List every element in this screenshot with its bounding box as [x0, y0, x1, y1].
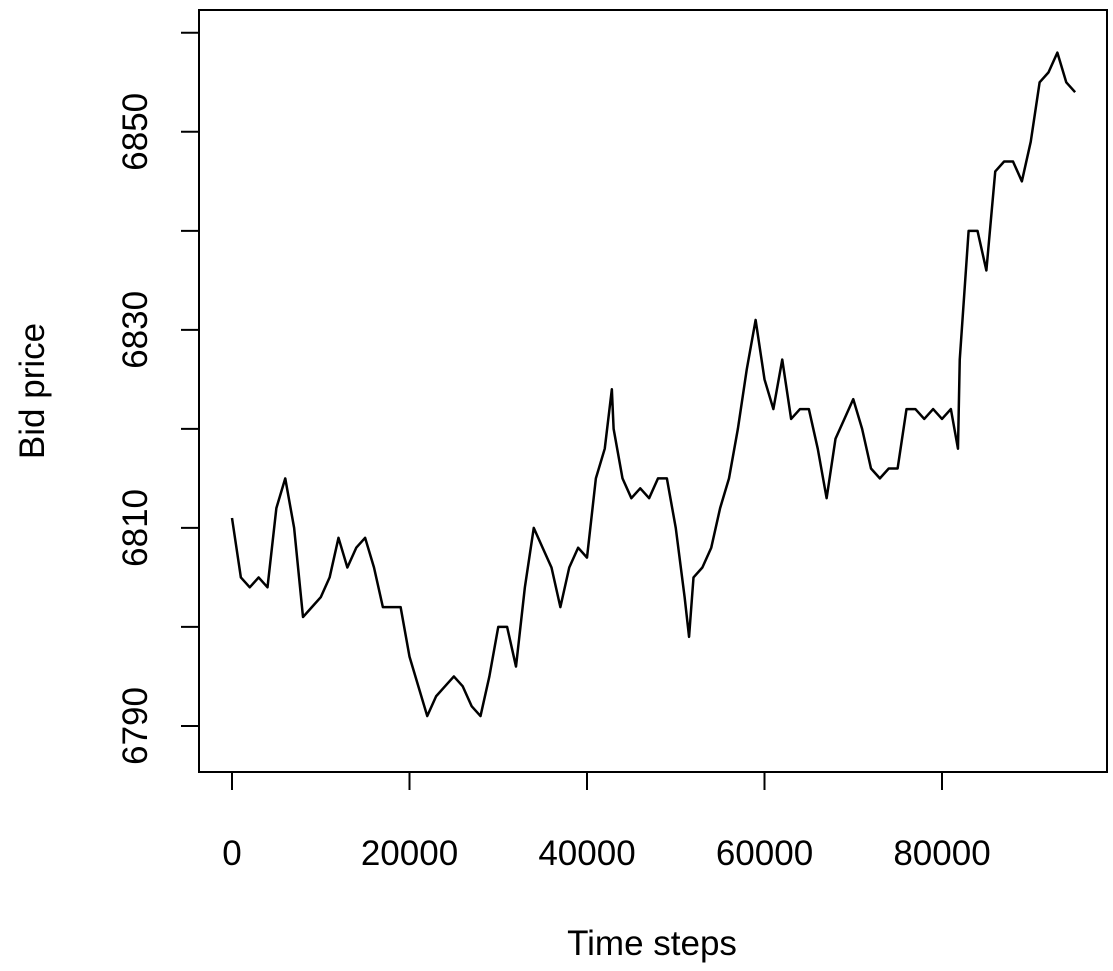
- price-line: [230, 51, 1077, 718]
- x-tick-label: 80000: [893, 834, 990, 873]
- y-tick-label: 6830: [116, 291, 155, 369]
- x-tick-label: 20000: [361, 834, 458, 873]
- x-tick-label: 60000: [716, 834, 813, 873]
- x-tick-label: 0: [222, 834, 241, 873]
- y-tick-label: 6790: [116, 687, 155, 765]
- plot-frame: [198, 9, 1108, 773]
- x-axis-label: Time steps: [567, 924, 737, 963]
- y-axis-label: Bid price: [13, 323, 52, 459]
- y-tick-label: 6850: [116, 93, 155, 171]
- x-tick-label: 40000: [538, 834, 635, 873]
- y-tick-label: 6810: [116, 489, 155, 567]
